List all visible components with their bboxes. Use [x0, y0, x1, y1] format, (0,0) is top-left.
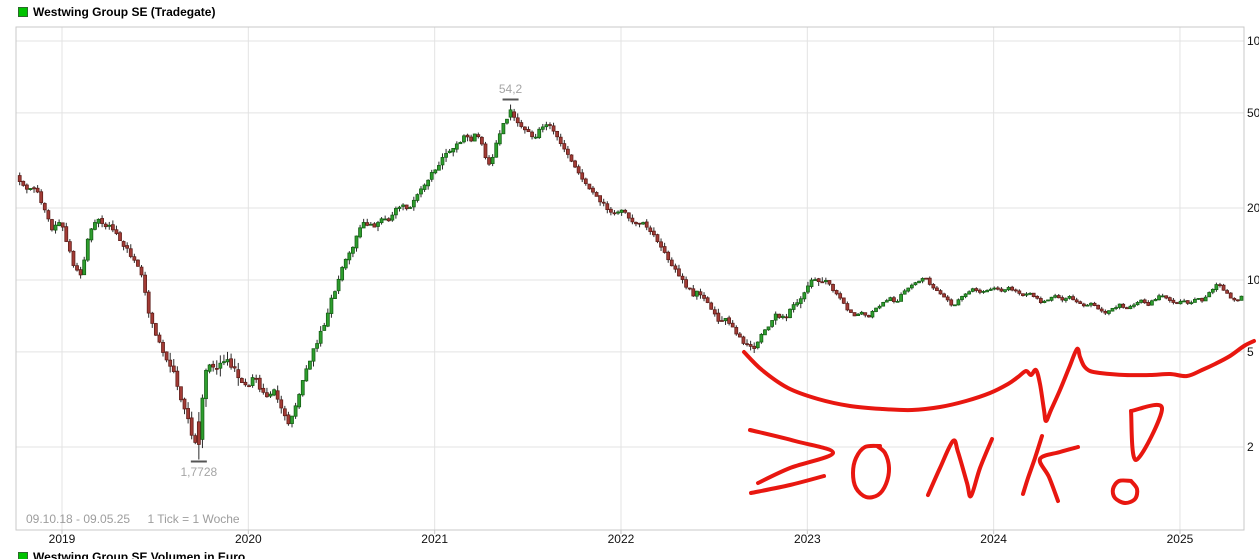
- volume-legend: Westwing Group SE Volumen in Euro: [18, 550, 245, 559]
- plot-border: [15, 26, 1245, 531]
- x-tick-label: 2020: [234, 532, 262, 546]
- series-legend-label: Westwing Group SE (Tradegate): [33, 5, 216, 19]
- y-tick-label: 20: [1247, 201, 1259, 215]
- x-tick-label: 2025: [1166, 532, 1194, 546]
- candles: [17, 104, 1244, 460]
- extreme-marker-ticks: [190, 98, 519, 463]
- x-tick-label: 2024: [980, 532, 1007, 546]
- gridlines: [16, 27, 1244, 534]
- x-tick-label: 2019: [48, 532, 76, 546]
- x-tick-label: 2023: [793, 532, 821, 546]
- y-tick-label: 5: [1247, 344, 1254, 359]
- y-tick-label: 10: [1247, 272, 1259, 287]
- low-price-label: 1,7728: [180, 464, 218, 479]
- y-tick-label: 50: [1247, 105, 1259, 120]
- tick-interval-label: 1 Tick = 1 Woche: [147, 512, 240, 526]
- high-price-label: 54,2: [498, 81, 523, 96]
- y-tick-label: 100: [1247, 33, 1259, 48]
- red-pen-sketch: [742, 339, 1256, 506]
- x-tick-label: 2022: [607, 532, 635, 546]
- x-tick-label: 2021: [421, 532, 448, 546]
- volume-color-swatch: [18, 552, 28, 559]
- y-tick-label: 2: [1247, 440, 1254, 454]
- chart-range-info: 09.10.18 - 09.05.25 1 Tick = 1 Woche: [26, 512, 240, 526]
- series-legend: Westwing Group SE (Tradegate): [18, 5, 215, 19]
- series-color-swatch: [18, 7, 28, 17]
- date-range-label: 09.10.18 - 09.05.25: [26, 512, 131, 526]
- volume-legend-label: Westwing Group SE Volumen in Euro: [33, 550, 246, 559]
